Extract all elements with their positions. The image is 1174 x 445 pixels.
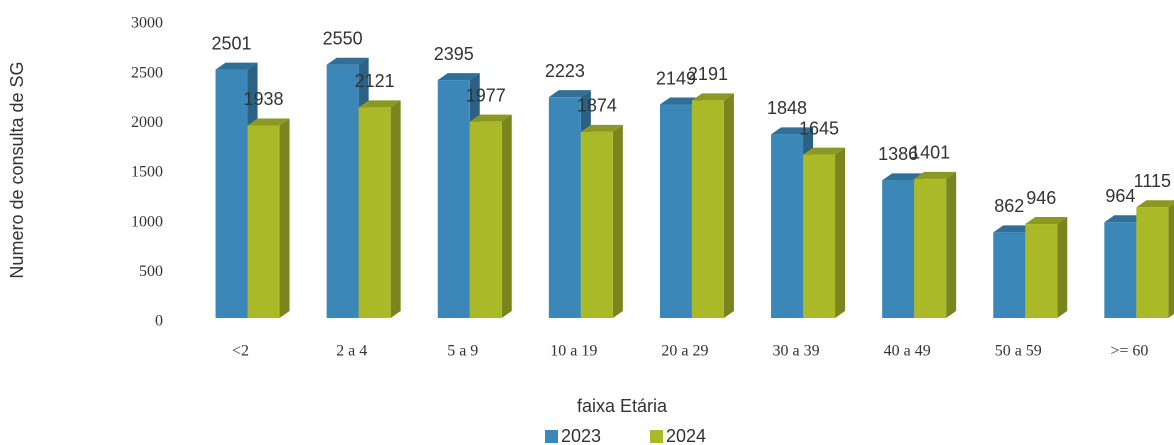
bar-face [358,107,391,319]
legend-label: 2023 [561,426,601,445]
value-label: 1645 [799,118,839,138]
x-tick-label: <2 [232,343,249,360]
value-label: 1874 [577,96,617,116]
value-label: 2550 [323,28,363,48]
bar-face [437,80,470,318]
y-tick-label: 3000 [131,15,163,32]
value-label: 2191 [688,64,728,84]
bar-face [358,100,401,108]
bar-face [390,100,401,319]
value-label: 2223 [545,61,585,81]
x-tick-label: 20 a 29 [661,343,708,360]
bar-face [882,180,915,318]
bar-face [326,64,359,318]
y-tick-label: 0 [155,313,163,330]
bar-face [946,171,957,318]
bar-face [691,93,734,101]
bar-face [1057,217,1068,318]
bar-face [247,118,290,126]
bar-face [1025,217,1068,225]
bar [803,147,846,318]
bar-face [501,114,512,318]
bar-face [771,127,814,135]
x-tick-label: 30 a 39 [772,343,819,360]
value-label: 2149 [656,68,696,88]
bar-face [993,232,1026,318]
value-label: 1977 [466,85,506,105]
bar-face [993,225,1036,233]
x-tick-label: 2 a 4 [336,343,367,360]
x-axis-title: faixa Etária [577,396,668,416]
bar-face [548,97,581,318]
value-label: 964 [1105,186,1135,206]
x-tick-label: 50 a 59 [995,343,1042,360]
bar-face [437,73,480,81]
bar [1025,217,1068,318]
bar-face [247,125,280,318]
value-label: 2395 [434,44,474,64]
bar-face [691,100,724,319]
bar-face [1025,224,1058,318]
bar-face [882,173,925,181]
y-tick-label: 1500 [131,164,163,181]
y-tick-label: 500 [139,263,163,280]
bar-face [469,114,512,122]
bar-face [1104,215,1147,223]
bar-face [1136,200,1174,208]
legend-swatch [545,430,558,443]
x-tick-label: 40 a 49 [884,343,931,360]
bar-face [835,147,846,318]
value-label: 1938 [244,89,284,109]
bar-face [803,147,846,155]
bar-face [612,124,623,318]
bar-face [771,134,804,318]
bar-face [914,171,957,179]
value-label: 862 [994,196,1024,216]
bar-face [803,154,836,318]
y-tick-label: 2500 [131,64,163,81]
bar [580,124,623,318]
bar-face [279,118,290,318]
value-label: 1401 [910,143,950,163]
bar-face [1136,207,1169,318]
bar-face [469,121,502,318]
bar-face [1104,222,1137,318]
bar-face [1168,203,1174,318]
bar [469,114,512,318]
bar-face [580,124,623,132]
value-label: 946 [1026,188,1056,208]
value-label: 1386 [878,144,918,164]
value-label: 2121 [355,71,395,91]
bar-face [723,93,734,319]
bar-face [215,69,248,318]
bar-face [659,97,702,105]
value-label: 1848 [767,98,807,118]
legend-label: 2024 [666,426,706,445]
y-axis-title: Numero de consulta de SG [7,61,27,278]
x-tick-label: 10 a 19 [550,343,597,360]
x-tick-label: >= 60 [1110,343,1148,360]
y-tick-label: 1000 [131,213,163,230]
y-tick-label: 2000 [131,114,163,131]
bar [247,118,290,318]
bar-face [548,90,591,98]
bar-face [659,104,692,318]
bar [691,93,734,319]
bar-face [215,62,258,70]
legend-swatch [650,430,663,443]
bar-face [326,57,369,65]
value-label: 1115 [1134,171,1171,191]
bar [358,100,401,319]
value-label: 2501 [212,33,252,53]
x-tick-label: 5 a 9 [447,343,478,360]
bar [914,171,957,318]
bar-face [914,178,947,318]
bar-face [580,131,613,318]
bar [1136,200,1174,318]
